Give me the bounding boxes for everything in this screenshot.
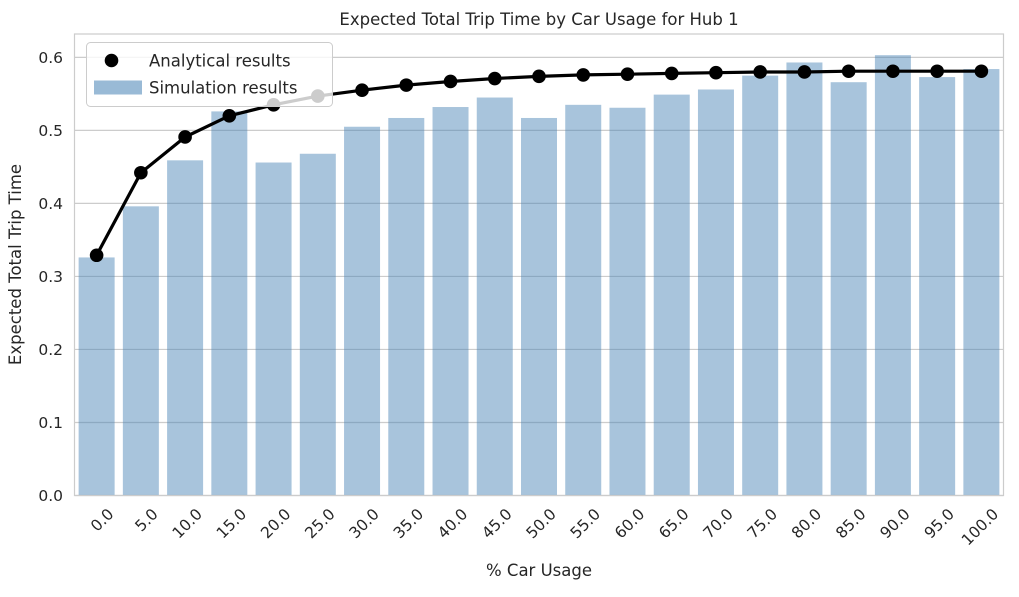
y-tick-label: 0.5 xyxy=(38,122,63,140)
x-tick-label: 10.0 xyxy=(169,505,206,542)
chart-title: Expected Total Trip Time by Car Usage fo… xyxy=(339,10,738,29)
bar xyxy=(830,82,867,496)
x-tick-label: 60.0 xyxy=(611,505,648,542)
y-tick-label: 0.4 xyxy=(38,195,63,213)
line-marker xyxy=(841,64,856,79)
x-tick-label: 45.0 xyxy=(478,505,515,542)
bar xyxy=(521,117,557,496)
x-tick-label: 50.0 xyxy=(523,505,560,542)
x-axis-label: % Car Usage xyxy=(486,561,592,580)
plot-border xyxy=(73,33,1005,497)
line-marker xyxy=(664,66,679,81)
bar xyxy=(565,104,602,496)
line-marker xyxy=(709,65,723,80)
x-tick-label: 40.0 xyxy=(434,505,471,542)
simulation-legend-swatch-icon xyxy=(94,80,142,95)
bar xyxy=(344,126,381,496)
line-marker xyxy=(178,130,192,144)
x-tick-label: 70.0 xyxy=(700,505,737,542)
x-tick-label: 80.0 xyxy=(788,505,825,542)
legend-label-analytical: Analytical results xyxy=(149,52,291,71)
y-tick-label: 0.3 xyxy=(38,268,63,286)
bar xyxy=(609,107,646,496)
line-marker xyxy=(753,65,767,79)
bar xyxy=(78,257,115,496)
legend-box xyxy=(86,42,333,107)
x-tick-label: 15.0 xyxy=(213,505,250,542)
bar xyxy=(742,75,779,496)
bar xyxy=(299,153,336,496)
y-axis-label: Expected Total Trip Time xyxy=(6,164,25,365)
bar xyxy=(919,77,956,496)
bar xyxy=(122,206,159,496)
legend-label-simulation: Simulation results xyxy=(149,79,297,98)
x-tick-label: 75.0 xyxy=(744,505,781,542)
line-marker xyxy=(487,71,502,86)
x-tick-label: 55.0 xyxy=(567,505,604,542)
analytical-line-series xyxy=(89,64,989,263)
line-marker xyxy=(930,64,944,79)
y-tick-labels: 0.0 0.1 0.2 0.3 0.4 0.5 0.6 xyxy=(38,49,63,505)
line-marker xyxy=(974,64,989,79)
bar xyxy=(874,55,911,496)
bar xyxy=(388,117,425,496)
bar xyxy=(653,94,690,496)
line-marker xyxy=(576,68,591,82)
line-marker xyxy=(797,65,812,79)
x-tick-label: 35.0 xyxy=(390,505,427,542)
line-marker xyxy=(620,67,635,81)
x-tick-label: 65.0 xyxy=(655,505,692,542)
x-tick-label: 20.0 xyxy=(257,505,294,542)
x-tick-label: 5.0 xyxy=(132,505,162,535)
x-tick-label: 95.0 xyxy=(921,505,958,542)
line-marker xyxy=(443,74,458,89)
line-marker xyxy=(355,83,369,98)
line-marker xyxy=(89,248,104,263)
line-marker xyxy=(222,108,237,123)
line-marker xyxy=(134,165,148,180)
bar xyxy=(697,89,734,496)
bar xyxy=(786,62,823,496)
bar xyxy=(963,69,1000,496)
simulation-bar-series xyxy=(78,55,1000,496)
x-tick-label: 30.0 xyxy=(346,505,383,542)
x-tick-label: 100.0 xyxy=(958,505,1002,549)
line-marker xyxy=(886,64,900,79)
x-tick-label: 25.0 xyxy=(301,505,338,542)
line-marker xyxy=(532,69,546,84)
analytical-legend-marker-icon xyxy=(104,53,119,68)
bar xyxy=(211,111,248,496)
x-tick-labels: 0.0 5.0 10.0 15.0 20.0 25.0 30.0 35.0 40.0 45.0 50… xyxy=(87,505,1002,549)
y-tick-label: 0.0 xyxy=(38,487,63,505)
bar xyxy=(432,107,469,496)
bar xyxy=(255,162,292,496)
x-tick-label: 90.0 xyxy=(877,505,914,542)
bar xyxy=(167,160,204,496)
line-marker xyxy=(399,78,414,92)
x-tick-label: 85.0 xyxy=(832,505,869,542)
y-tick-label: 0.1 xyxy=(38,414,63,432)
legend: Analytical results Simulation results xyxy=(86,42,333,107)
y-tick-label: 0.2 xyxy=(38,341,63,359)
y-tick-label: 0.6 xyxy=(38,49,63,67)
bar xyxy=(476,97,513,496)
x-tick-label: 0.0 xyxy=(87,505,117,535)
